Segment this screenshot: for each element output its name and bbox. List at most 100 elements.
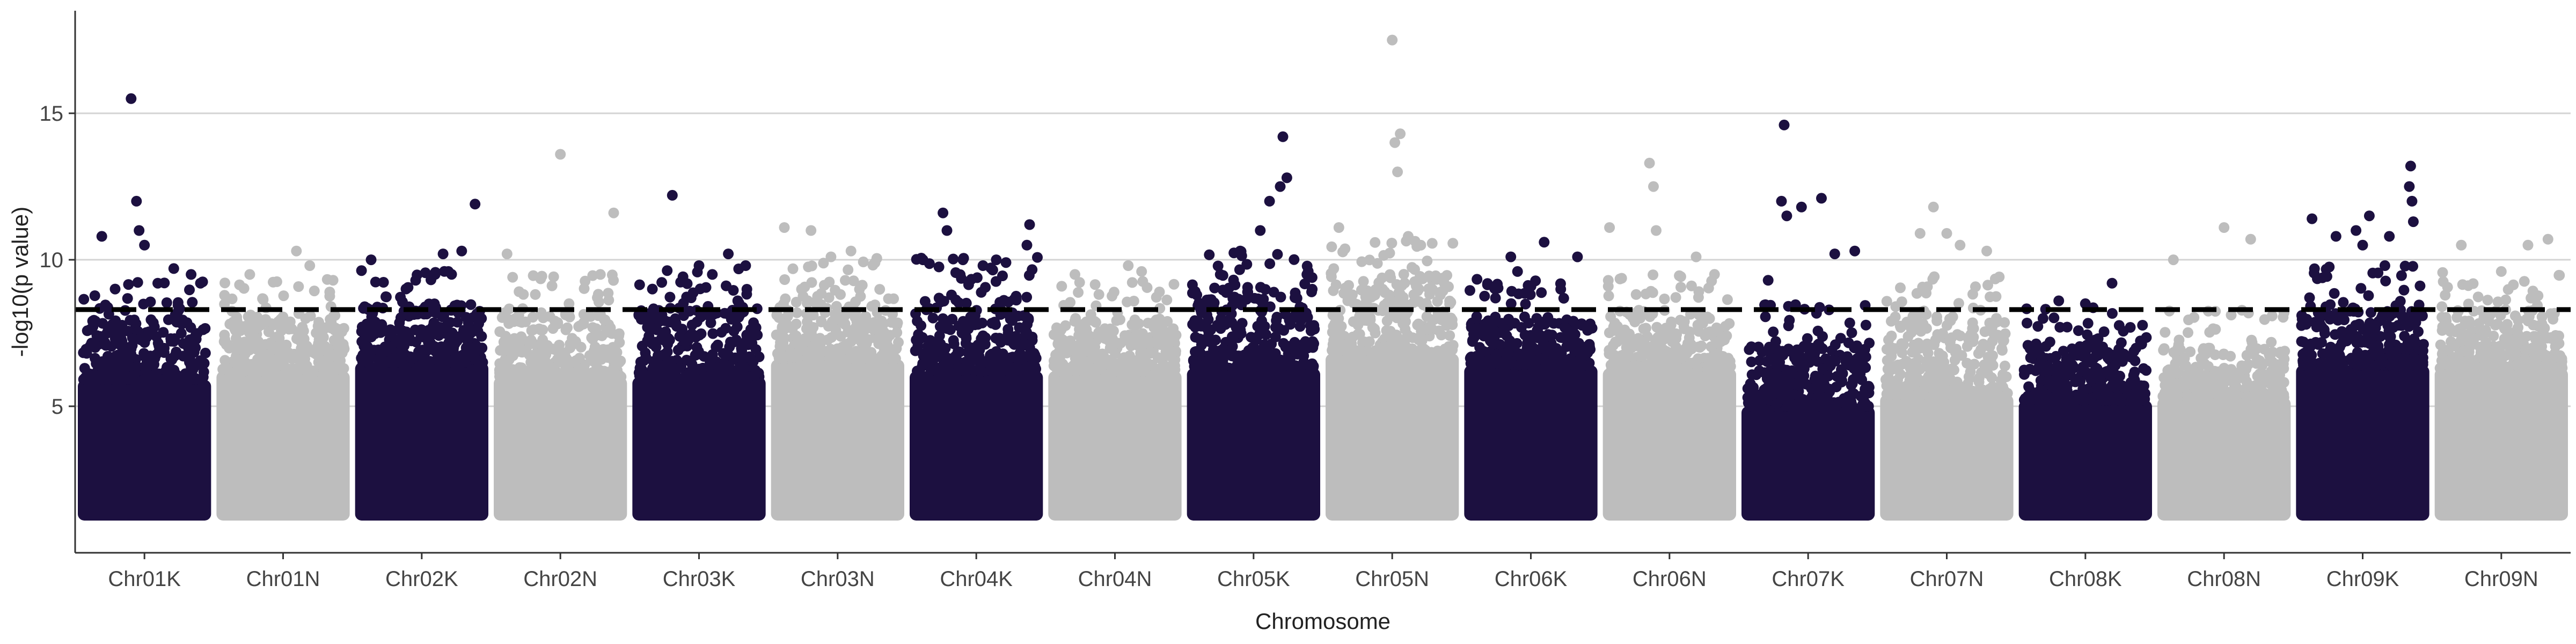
data-point	[2395, 342, 2406, 354]
data-point	[1666, 316, 1677, 327]
chromosome-chr04k-points	[910, 207, 1043, 521]
data-point	[337, 365, 348, 376]
data-point	[469, 347, 480, 358]
data-point	[1027, 264, 1038, 275]
data-point	[1861, 400, 1872, 412]
data-point	[128, 333, 139, 345]
data-point	[365, 331, 377, 342]
data-point	[1155, 353, 1166, 364]
data-point	[2406, 360, 2417, 371]
data-point	[195, 374, 206, 385]
data-point	[1443, 281, 1454, 292]
outlier-point	[1123, 260, 1134, 271]
data-point	[948, 253, 959, 265]
data-point	[1187, 279, 1198, 290]
data-point	[1578, 348, 1589, 359]
outlier-point	[740, 260, 751, 271]
data-point	[2118, 326, 2129, 337]
outlier-point	[1387, 34, 1398, 46]
data-point	[720, 350, 731, 362]
data-point	[1360, 296, 1372, 307]
outlier-point	[195, 277, 206, 289]
data-point	[843, 353, 854, 364]
data-point	[1539, 316, 1550, 327]
data-point	[866, 301, 877, 312]
data-point	[417, 345, 428, 356]
data-point	[990, 276, 1001, 287]
gridlines	[75, 112, 2571, 407]
outlier-point	[1070, 269, 1080, 280]
data-point	[1808, 400, 1819, 412]
data-point	[91, 330, 103, 341]
data-point	[1490, 292, 1501, 304]
data-point	[1753, 341, 1764, 353]
chromosome-chr05n-points	[1326, 34, 1459, 521]
outlier-point	[779, 222, 790, 233]
data-point	[99, 338, 111, 349]
data-point	[1212, 319, 1223, 331]
data-point	[457, 350, 468, 361]
data-point	[963, 348, 974, 359]
data-point	[158, 347, 170, 358]
data-point	[309, 286, 320, 297]
data-point	[1206, 294, 1217, 305]
outlier-point	[1796, 201, 1807, 213]
data-point	[792, 307, 802, 318]
data-point	[1334, 325, 1345, 336]
data-point	[2417, 345, 2428, 356]
data-point	[961, 333, 972, 344]
outlier-point	[845, 245, 857, 257]
data-point	[730, 352, 741, 363]
outlier-point	[1604, 222, 1615, 233]
data-point	[2324, 313, 2336, 325]
data-point	[911, 334, 922, 346]
data-point	[642, 335, 653, 346]
outlier-point	[2053, 295, 2065, 306]
data-point	[609, 358, 620, 369]
outlier-point	[1762, 275, 1774, 286]
data-point	[2199, 358, 2210, 369]
data-point	[1555, 283, 1567, 295]
data-point	[514, 286, 525, 297]
data-point	[237, 321, 248, 332]
data-point	[1270, 348, 1281, 359]
data-point	[830, 284, 841, 296]
data-point	[1126, 365, 1138, 376]
data-point	[1647, 287, 1658, 298]
data-point	[1922, 281, 1933, 292]
data-point	[1272, 248, 1283, 260]
data-point	[1370, 237, 1381, 248]
data-point	[657, 360, 669, 371]
data-point	[1190, 346, 1201, 357]
data-point	[1238, 355, 1249, 367]
data-point	[831, 301, 842, 312]
data-point	[1358, 276, 1369, 287]
data-point	[89, 290, 100, 301]
data-point	[2279, 354, 2290, 365]
data-point	[97, 318, 108, 329]
outlier-point	[1644, 157, 1655, 169]
data-point	[1848, 360, 1859, 371]
data-point	[1386, 238, 1397, 248]
chromosome-chr02n-points	[494, 149, 627, 521]
outlier-point	[1829, 248, 1840, 260]
outlier-point	[723, 248, 734, 260]
data-point	[507, 368, 518, 379]
data-point	[145, 296, 156, 308]
outlier-point	[1914, 228, 1926, 239]
data-point	[1308, 320, 1320, 331]
outlier-point	[1255, 225, 1266, 236]
outlier-point	[152, 277, 163, 289]
data-point	[2380, 275, 2391, 287]
data-point	[634, 370, 645, 382]
data-point	[1242, 282, 1253, 293]
chromosome-chr06n-points	[1602, 157, 1736, 521]
outlier-point	[2330, 231, 2341, 242]
data-point	[1952, 329, 1963, 340]
data-point	[1906, 327, 1917, 338]
data-point	[1369, 289, 1380, 301]
outlier-point	[938, 207, 949, 218]
data-point	[1784, 314, 1795, 326]
data-point	[824, 276, 835, 288]
point-cloud-bulk	[1464, 365, 1598, 521]
